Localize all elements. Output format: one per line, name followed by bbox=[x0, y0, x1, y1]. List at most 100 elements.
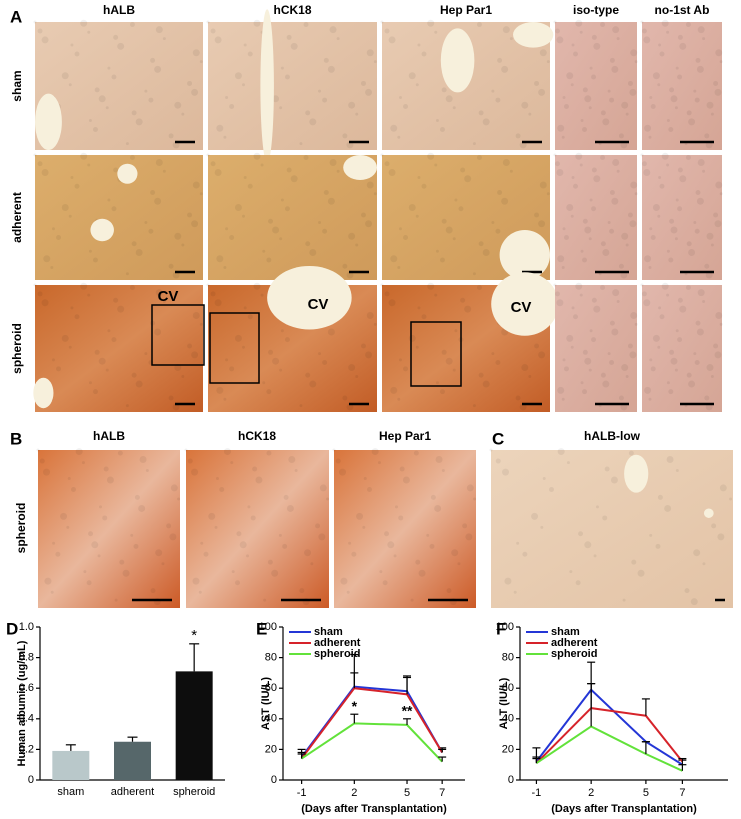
cell-texture bbox=[398, 515, 404, 521]
cell-texture bbox=[177, 497, 181, 501]
cell-texture bbox=[591, 34, 597, 40]
cell-texture bbox=[397, 397, 401, 401]
vessel bbox=[35, 93, 62, 150]
cell-texture bbox=[113, 297, 119, 303]
cell-texture bbox=[664, 504, 672, 512]
cell-texture bbox=[562, 358, 566, 362]
cell-texture bbox=[187, 212, 193, 218]
cell-texture bbox=[684, 588, 690, 594]
cell-texture bbox=[616, 37, 620, 41]
cell-texture bbox=[427, 152, 435, 160]
cell-texture bbox=[80, 152, 88, 160]
cell-texture bbox=[319, 484, 327, 492]
cell-texture bbox=[714, 220, 722, 228]
cell-texture bbox=[538, 88, 546, 96]
cell-texture bbox=[88, 381, 92, 385]
cell-texture bbox=[640, 283, 644, 287]
cell-texture bbox=[394, 505, 398, 509]
cell-texture bbox=[566, 461, 570, 465]
cell-texture bbox=[87, 30, 91, 34]
cell-texture bbox=[630, 181, 638, 189]
cell-texture bbox=[408, 72, 416, 80]
cell-texture bbox=[356, 512, 364, 520]
micrograph bbox=[38, 450, 180, 608]
cell-texture bbox=[445, 357, 453, 365]
cell-texture bbox=[685, 22, 691, 28]
cell-texture bbox=[192, 181, 200, 189]
cell-texture bbox=[169, 533, 177, 541]
cell-texture bbox=[162, 37, 166, 41]
cell-texture bbox=[415, 559, 421, 565]
cell-texture bbox=[557, 124, 565, 132]
cell-texture bbox=[504, 577, 512, 585]
cell-texture bbox=[388, 169, 396, 176]
cell-texture bbox=[252, 466, 258, 472]
cell-texture bbox=[609, 359, 615, 365]
cell-texture bbox=[103, 466, 109, 472]
cell-texture bbox=[616, 300, 620, 304]
cell-texture bbox=[625, 112, 629, 116]
cell-texture bbox=[379, 570, 383, 574]
cell-texture bbox=[418, 569, 426, 577]
cell-texture bbox=[688, 118, 696, 126]
cell-texture bbox=[713, 343, 719, 349]
cell-texture bbox=[509, 37, 513, 41]
cell-texture bbox=[129, 22, 135, 28]
cell-texture bbox=[648, 397, 652, 401]
vessel bbox=[117, 163, 138, 184]
bar bbox=[114, 741, 151, 780]
cell-texture bbox=[478, 110, 484, 116]
inset-box bbox=[410, 321, 462, 387]
cell-texture bbox=[154, 65, 162, 73]
cell-texture bbox=[602, 515, 608, 521]
cell-texture bbox=[446, 588, 452, 594]
cell-texture bbox=[643, 36, 651, 44]
cell-texture bbox=[94, 87, 100, 93]
cell-texture bbox=[435, 119, 439, 123]
cell-texture bbox=[554, 28, 560, 34]
cell-texture bbox=[666, 381, 670, 385]
cell-texture bbox=[145, 469, 149, 473]
cell-texture bbox=[693, 352, 697, 356]
cell-texture bbox=[502, 26, 510, 34]
cell-texture bbox=[332, 448, 336, 452]
cell-texture bbox=[715, 49, 723, 57]
x-tick-label: -1 bbox=[297, 787, 307, 799]
cell-texture bbox=[702, 300, 706, 304]
series-line bbox=[300, 687, 444, 760]
cell-texture bbox=[658, 43, 662, 47]
vessel bbox=[260, 9, 274, 163]
x-tick-label: -1 bbox=[532, 787, 542, 799]
cell-texture bbox=[472, 272, 476, 276]
cell-texture bbox=[214, 36, 222, 44]
cell-texture bbox=[515, 133, 521, 139]
cell-texture bbox=[403, 103, 409, 109]
cell-texture bbox=[465, 533, 473, 541]
cell-texture bbox=[215, 476, 219, 480]
cell-texture bbox=[336, 169, 340, 173]
cell-texture bbox=[607, 89, 611, 93]
cell-texture bbox=[286, 504, 294, 512]
cell-texture bbox=[569, 570, 573, 574]
cell-texture bbox=[206, 283, 210, 287]
cell-texture bbox=[628, 450, 634, 456]
cell-texture bbox=[282, 543, 288, 549]
cell-texture bbox=[439, 127, 445, 133]
cell-texture bbox=[649, 96, 653, 100]
cell-texture bbox=[451, 549, 459, 557]
cell-texture bbox=[441, 349, 447, 355]
cell-texture bbox=[434, 504, 442, 512]
cell-texture bbox=[695, 320, 701, 326]
cell-texture bbox=[200, 541, 204, 545]
cell-texture bbox=[51, 227, 55, 231]
significance: * bbox=[191, 627, 197, 644]
cell-texture bbox=[87, 293, 91, 297]
cell-texture bbox=[71, 487, 76, 492]
cell-texture bbox=[41, 299, 49, 307]
cell-texture bbox=[657, 494, 663, 500]
cell-texture bbox=[695, 57, 701, 63]
cell-texture bbox=[417, 306, 421, 310]
cell-texture bbox=[675, 66, 679, 70]
cell-texture bbox=[373, 322, 377, 326]
cell-texture bbox=[661, 152, 669, 160]
